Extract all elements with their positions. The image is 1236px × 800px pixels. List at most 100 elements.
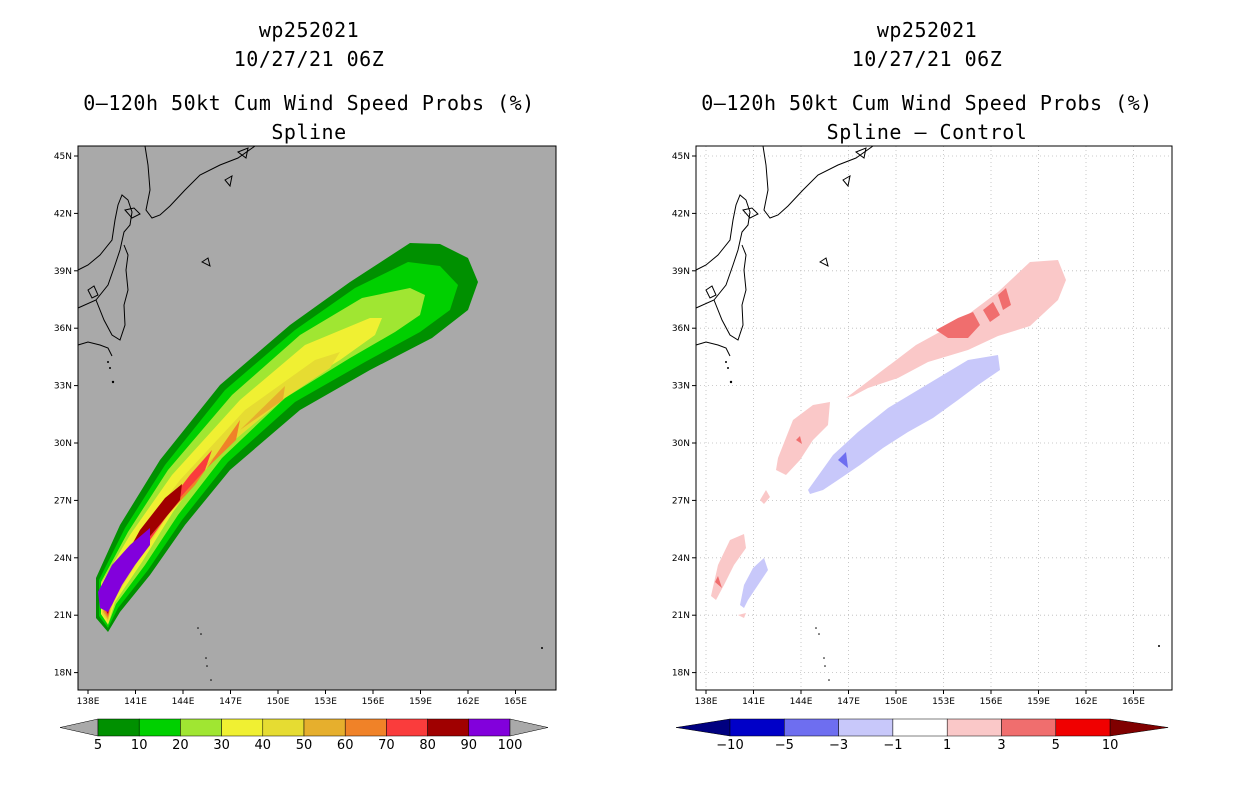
lon-label: 141E [124, 697, 147, 707]
lon-label: 159E [1027, 697, 1050, 707]
lat-label: 18N [672, 669, 690, 679]
small-islands [107, 361, 543, 681]
colorbar-box [838, 718, 894, 737]
negative-difference-regions [740, 355, 1000, 608]
prob-contour-60 [104, 420, 240, 618]
method-title: Spline – Control [826, 120, 1028, 144]
colorbar-label: −10 [716, 738, 743, 753]
colorbar: −10 −5 −3 −1 1 3 5 10 [675, 718, 1169, 753]
colorbar: 5 10 20 30 40 50 60 70 80 90 100 [59, 718, 549, 753]
lon-label: 159E [409, 697, 432, 707]
lon-label: 162E [457, 697, 480, 707]
lat-label: 18N [54, 669, 72, 679]
map-background [78, 146, 556, 690]
storm-id-title: wp252021 [258, 18, 360, 42]
lon-label: 138E [695, 697, 718, 707]
lat-label: 39N [54, 267, 72, 277]
colorbar-label: 5 [1052, 738, 1060, 753]
colorbar-box [1001, 718, 1057, 737]
difference-map [695, 145, 1173, 691]
colorbar-label: 20 [172, 738, 189, 753]
lat-label: 36N [672, 324, 690, 334]
lat-label: 24N [672, 554, 690, 564]
colorbar-label: 5 [94, 738, 102, 753]
map-frame [695, 145, 1173, 691]
lon-label: 156E [980, 697, 1003, 707]
colorbar-box [427, 718, 470, 737]
coastline [77, 145, 256, 357]
lat-label: 45N [54, 152, 72, 162]
datetime-title: 10/27/21 06Z [851, 47, 1003, 71]
lat-label: 42N [54, 209, 72, 219]
colorbar-box [1055, 718, 1111, 737]
colorbar-low-arrow [675, 718, 731, 737]
lat-label: 33N [672, 382, 690, 392]
product-title: 0–120h 50kt Cum Wind Speed Probs (%) [701, 91, 1153, 115]
colorbar-label: 60 [337, 738, 354, 753]
lon-label: 147E [837, 697, 860, 707]
colorbar-box [221, 718, 264, 737]
left-panel: wp252021 10/27/21 06Z 0–120h 50kt Cum Wi… [54, 18, 557, 753]
right-map-svg: 45N 42N 39N 36N 33N 30N 27N 24N 21N 18N 138E 141E 14… [672, 145, 1173, 753]
coastline [695, 145, 874, 357]
colorbar-label: −1 [883, 738, 902, 753]
colorbar-label: 70 [378, 738, 395, 753]
lon-label: 153E [932, 697, 955, 707]
colorbar-box [892, 718, 948, 737]
lat-label: 42N [672, 209, 690, 219]
colorbar-label: 40 [255, 738, 272, 753]
colorbar-box [729, 718, 785, 737]
positive-difference-regions [711, 260, 1066, 618]
colorbar-label: −5 [775, 738, 794, 753]
colorbar-label: −3 [829, 738, 848, 753]
lat-label: 45N [672, 152, 690, 162]
lat-label: 30N [54, 439, 72, 449]
lon-label: 165E [1122, 697, 1145, 707]
colorbar-box [97, 718, 140, 737]
prob-contour-30 [101, 318, 382, 624]
colorbar-box [138, 718, 181, 737]
colorbar-box [344, 718, 387, 737]
colorbar-box [468, 718, 511, 737]
prob-contour-50 [103, 386, 285, 620]
prob-contour-10 [99, 262, 458, 628]
lon-label: 150E [267, 697, 290, 707]
lat-label: 36N [54, 324, 72, 334]
storm-id-title: wp252021 [876, 18, 978, 42]
colorbar-box [784, 718, 839, 737]
lat-label: 24N [54, 554, 72, 564]
lon-label: 147E [219, 697, 242, 707]
lon-label: 141E [742, 697, 765, 707]
colorbar-label: 3 [997, 738, 1005, 753]
colorbar-box [946, 718, 1002, 737]
lon-label: 150E [885, 697, 908, 707]
small-islands [725, 361, 1160, 681]
prob-contour-20 [101, 288, 425, 625]
lon-label: 138E [77, 697, 100, 707]
colorbar-high-arrow [1109, 718, 1169, 737]
axis-labels: 45N 42N 39N 36N 33N 30N 27N 24N 21N 18N 138E 141E 14… [54, 152, 527, 707]
lat-label: 33N [54, 382, 72, 392]
lon-label: 165E [504, 697, 527, 707]
prob-contour-80 [105, 484, 182, 614]
right-panel: wp252021 10/27/21 06Z 0–120h 50kt Cum Wi… [618, 0, 1236, 800]
probability-map [77, 145, 557, 691]
lon-label: 153E [314, 697, 337, 707]
lat-label: 39N [672, 267, 690, 277]
lat-label: 21N [672, 611, 690, 621]
map-frame [77, 145, 557, 691]
colorbar-box [386, 718, 428, 737]
colorbar-box [180, 718, 222, 737]
lon-label: 162E [1075, 697, 1098, 707]
left-map-svg: 45N 42N 39N 36N 33N 30N 27N 24N 21N 18N 138E 141E 14… [54, 145, 557, 753]
lat-label: 27N [672, 496, 690, 506]
lon-label: 144E [172, 697, 195, 707]
colorbar-label: 80 [419, 738, 436, 753]
map-background [696, 146, 1172, 690]
colorbar-label: 10 [1102, 738, 1119, 753]
prob-contour-90 [98, 528, 150, 612]
axis-labels: 45N 42N 39N 36N 33N 30N 27N 24N 21N 18N 138E 141E 14… [672, 152, 1145, 707]
product-title: 0–120h 50kt Cum Wind Speed Probs (%) [83, 91, 535, 115]
lon-label: 156E [362, 697, 385, 707]
datetime-title: 10/27/21 06Z [233, 47, 385, 71]
